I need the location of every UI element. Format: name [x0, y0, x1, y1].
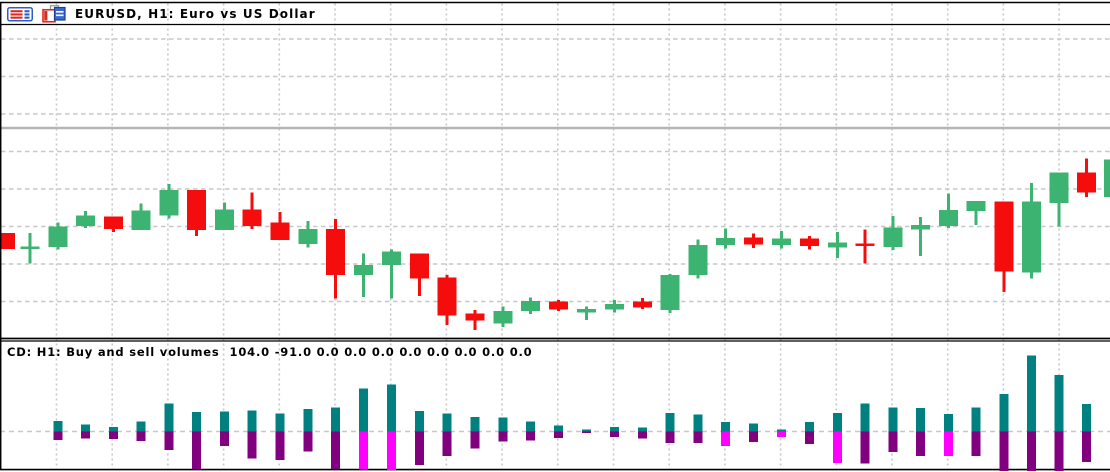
chart-header: EURUSD, H1: Euro vs US Dollar	[7, 4, 316, 23]
indicator-name: CD: H1: Buy and sell volumes	[7, 345, 220, 359]
indicator-values: 104.0 -91.0 0.0 0.0 0.0 0.0 0.0 0.0 0.0 …	[229, 345, 533, 359]
chart-windows-icon[interactable]	[42, 4, 66, 23]
indicator-label-row: CD: H1: Buy and sell volumes 104.0 -91.0…	[7, 345, 532, 359]
chart-title: EURUSD, H1: Euro vs US Dollar	[75, 6, 316, 21]
quotes-list-icon[interactable]	[7, 6, 33, 22]
